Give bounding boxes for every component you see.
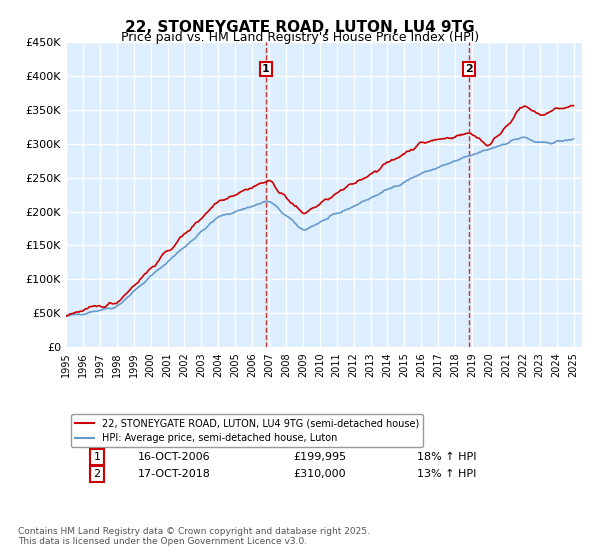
Legend: 22, STONEYGATE ROAD, LUTON, LU4 9TG (semi-detached house), HPI: Average price, s: 22, STONEYGATE ROAD, LUTON, LU4 9TG (sem… bbox=[71, 414, 424, 447]
Text: 2: 2 bbox=[465, 64, 473, 74]
Text: £199,995: £199,995 bbox=[293, 452, 346, 462]
Text: 22, STONEYGATE ROAD, LUTON, LU4 9TG: 22, STONEYGATE ROAD, LUTON, LU4 9TG bbox=[125, 20, 475, 35]
Text: 18% ↑ HPI: 18% ↑ HPI bbox=[417, 452, 476, 462]
Text: 1: 1 bbox=[262, 64, 269, 74]
Text: £310,000: £310,000 bbox=[293, 469, 346, 479]
Text: Contains HM Land Registry data © Crown copyright and database right 2025.
This d: Contains HM Land Registry data © Crown c… bbox=[18, 526, 370, 546]
Text: 2: 2 bbox=[94, 469, 101, 479]
Text: 17-OCT-2018: 17-OCT-2018 bbox=[138, 469, 211, 479]
Text: 16-OCT-2006: 16-OCT-2006 bbox=[138, 452, 211, 462]
Text: Price paid vs. HM Land Registry's House Price Index (HPI): Price paid vs. HM Land Registry's House … bbox=[121, 31, 479, 44]
Text: 13% ↑ HPI: 13% ↑ HPI bbox=[417, 469, 476, 479]
Text: 1: 1 bbox=[94, 452, 100, 462]
